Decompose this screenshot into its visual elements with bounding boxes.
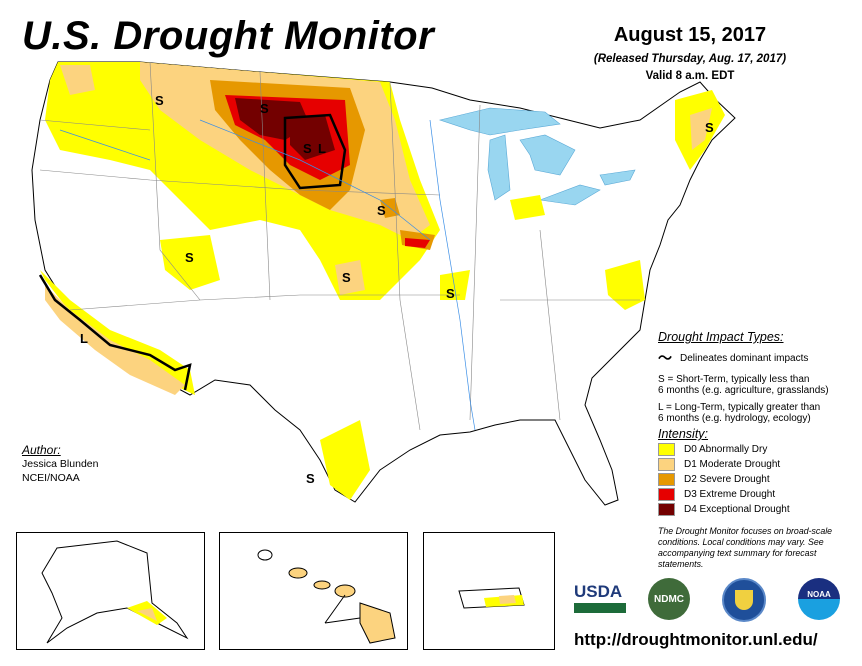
puerto-rico-map bbox=[458, 587, 525, 609]
impact-types-title: Drought Impact Types: bbox=[658, 330, 784, 344]
legend-label: D4 Exceptional Drought bbox=[684, 504, 790, 515]
ndmc-logo: NDMC bbox=[648, 578, 690, 620]
impact-label-s: S bbox=[705, 120, 714, 135]
l-line2: 6 months (e.g. hydrology, ecology) bbox=[658, 413, 811, 424]
inset-alaska bbox=[16, 532, 205, 650]
alaska-map bbox=[41, 540, 189, 644]
legend-label: D1 Moderate Drought bbox=[684, 459, 781, 470]
author-org: NCEI/NOAA bbox=[22, 472, 80, 484]
commerce-shield bbox=[735, 590, 753, 610]
valid-time: Valid 8 a.m. EDT bbox=[645, 70, 735, 82]
release-date: (Released Thursday, Aug. 17, 2017) bbox=[593, 53, 787, 65]
great-lakes bbox=[438, 107, 636, 206]
impact-label-s: S bbox=[185, 250, 194, 265]
d4-areas bbox=[235, 98, 335, 160]
legend-item-d1: D1 Moderate Drought bbox=[658, 458, 858, 471]
inset-hawaii bbox=[219, 532, 408, 650]
usda-logo: USDA bbox=[574, 582, 626, 622]
noaa-logo: NOAA bbox=[798, 578, 840, 620]
impact-boundary-north-plains bbox=[283, 113, 347, 190]
impact-label-s: S bbox=[155, 93, 164, 108]
impact-label-s: S bbox=[260, 101, 269, 116]
state-borders bbox=[39, 61, 640, 431]
impact-boundary-southwest bbox=[38, 274, 192, 391]
commerce-seal-logo bbox=[722, 578, 766, 622]
legend-item-d4: D4 Exceptional Drought bbox=[658, 503, 858, 516]
impact-label-s: S bbox=[306, 471, 315, 486]
map-date: August 15, 2017 bbox=[613, 24, 767, 46]
website-link[interactable]: http://droughtmonitor.unl.edu/ bbox=[574, 630, 818, 649]
impact-label-l: L bbox=[318, 141, 326, 156]
swatch-d4 bbox=[658, 503, 675, 516]
ndmc-logo-text: NDMC bbox=[654, 593, 684, 605]
author-name: Jessica Blunden bbox=[22, 458, 99, 470]
s-line1: S = Short-Term, typically less than bbox=[658, 374, 810, 385]
swatch-d2 bbox=[658, 473, 675, 486]
inset-puerto-rico bbox=[423, 532, 555, 650]
l-line1: L = Long-Term, typically greater than bbox=[658, 402, 821, 413]
hawaii-map bbox=[257, 549, 396, 644]
intensity-title: Intensity: bbox=[658, 427, 709, 441]
legend-label: D3 Extreme Drought bbox=[684, 489, 776, 500]
delineates-text: Delineates dominant impacts bbox=[680, 352, 809, 364]
swatch-d0 bbox=[658, 443, 675, 456]
legend: Drought Impact Types: 〜 Delineates domin… bbox=[658, 330, 858, 516]
author-block: Author: Jessica Blunden NCEI/NOAA bbox=[22, 443, 98, 485]
impact-label-s: S bbox=[377, 203, 386, 218]
legend-item-d2: D2 Severe Drought bbox=[658, 473, 858, 486]
legend-item-d3: D3 Extreme Drought bbox=[658, 488, 858, 501]
noaa-logo-text: NOAA bbox=[807, 589, 831, 599]
swatch-d1 bbox=[658, 458, 675, 471]
impact-label-s: S bbox=[342, 270, 351, 285]
usda-logo-text: USDA bbox=[574, 582, 623, 601]
disclaimer-note: The Drought Monitor focuses on broad-sca… bbox=[658, 526, 833, 569]
impact-label-l: L bbox=[80, 331, 88, 346]
swatch-d3 bbox=[658, 488, 675, 501]
author-heading: Author: bbox=[22, 443, 61, 457]
impact-label-s: S bbox=[303, 141, 312, 156]
legend-item-d0: D0 Abnormally Dry bbox=[658, 443, 858, 456]
legend-label: D0 Abnormally Dry bbox=[684, 444, 768, 455]
page-title: U.S. Drought Monitor bbox=[22, 14, 435, 58]
usda-logo-field bbox=[574, 603, 626, 613]
legend-label: D2 Severe Drought bbox=[684, 474, 770, 485]
s-line2: 6 months (e.g. agriculture, grasslands) bbox=[658, 385, 829, 396]
impact-line-icon: 〜 bbox=[658, 350, 672, 366]
impact-label-s: S bbox=[446, 286, 455, 301]
rivers bbox=[59, 119, 476, 431]
